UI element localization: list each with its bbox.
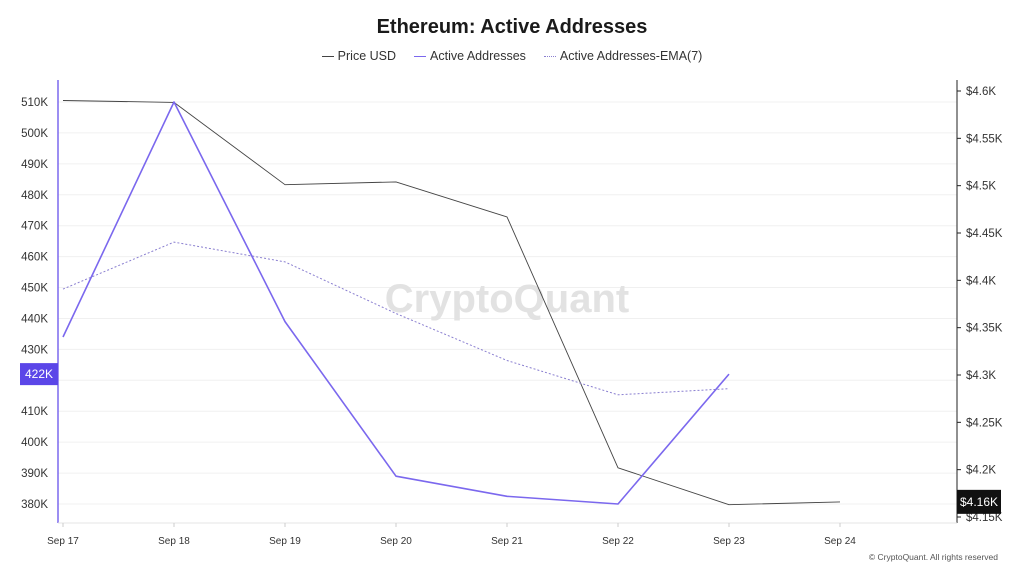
legend: Price USD Active Addresses Active Addres… — [0, 49, 1024, 63]
left-tick-label: 380K — [21, 499, 48, 511]
left-tick-label: 500K — [21, 128, 48, 140]
x-tick-label: Sep 17 — [47, 536, 79, 547]
right-tick-label: $4.45K — [966, 228, 1003, 240]
legend-item-ema[interactable]: Active Addresses-EMA(7) — [543, 49, 703, 63]
legend-label-ema: Active Addresses-EMA(7) — [559, 49, 703, 63]
x-tick-label: Sep 18 — [158, 536, 190, 547]
left-tick-label: 430K — [21, 344, 48, 356]
left-tick-label: 390K — [21, 468, 48, 480]
series-line-active-addresses — [62, 101, 730, 505]
left-tick-label: 400K — [21, 437, 48, 449]
current-value-badge-right — [957, 489, 1001, 514]
left-tick-label: 480K — [21, 190, 48, 202]
x-tick-label: Sep 19 — [269, 536, 301, 547]
left-tick-label: 510K — [21, 97, 48, 109]
watermark: CryptoQuant — [385, 277, 629, 321]
right-tick-label: $4.4K — [966, 275, 996, 287]
left-tick-label: 410K — [21, 406, 48, 418]
current-value-label-right: $4.16K — [960, 495, 998, 509]
left-tick-label: 440K — [21, 313, 48, 325]
right-tick-label: $4.25K — [966, 417, 1003, 429]
copyright-footer: © CryptoQuant. All rights reserved — [868, 552, 998, 562]
x-tick-label: Sep 24 — [824, 536, 856, 547]
right-tick-label: $4.3K — [966, 370, 996, 382]
series-line-active-addresses-ema-7- — [62, 241, 730, 396]
x-tick-label: Sep 23 — [713, 536, 745, 547]
left-tick-label: 460K — [21, 252, 48, 264]
left-tick-label: 490K — [21, 159, 48, 171]
x-tick-label: Sep 21 — [491, 536, 523, 547]
left-tick-label: 470K — [21, 221, 48, 233]
legend-item-active-addresses[interactable]: Active Addresses — [414, 49, 526, 63]
right-tick-label: $4.2K — [966, 465, 996, 477]
legend-item-price[interactable]: Price USD — [321, 49, 397, 63]
legend-swatch-ema — [543, 55, 556, 57]
chart-title: Ethereum: Active Addresses — [376, 16, 648, 38]
current-value-badge-left — [20, 363, 58, 386]
x-tick-label: Sep 22 — [602, 536, 634, 547]
legend-label-price: Price USD — [337, 49, 397, 63]
series-line-price-usd — [62, 100, 841, 506]
right-tick-label: $4.35K — [966, 323, 1003, 335]
right-tick-label: $4.15K — [966, 512, 1003, 524]
legend-swatch-price — [321, 55, 334, 57]
legend-swatch-active-addresses — [414, 55, 427, 57]
x-tick-label: Sep 20 — [380, 536, 412, 547]
right-tick-label: $4.6K — [966, 86, 996, 98]
right-tick-label: $4.5K — [966, 181, 996, 193]
right-tick-label: $4.55K — [966, 133, 1003, 145]
current-value-label-left: 422K — [25, 367, 53, 381]
left-tick-label: 450K — [21, 283, 48, 295]
legend-label-active-addresses: Active Addresses — [430, 49, 526, 63]
